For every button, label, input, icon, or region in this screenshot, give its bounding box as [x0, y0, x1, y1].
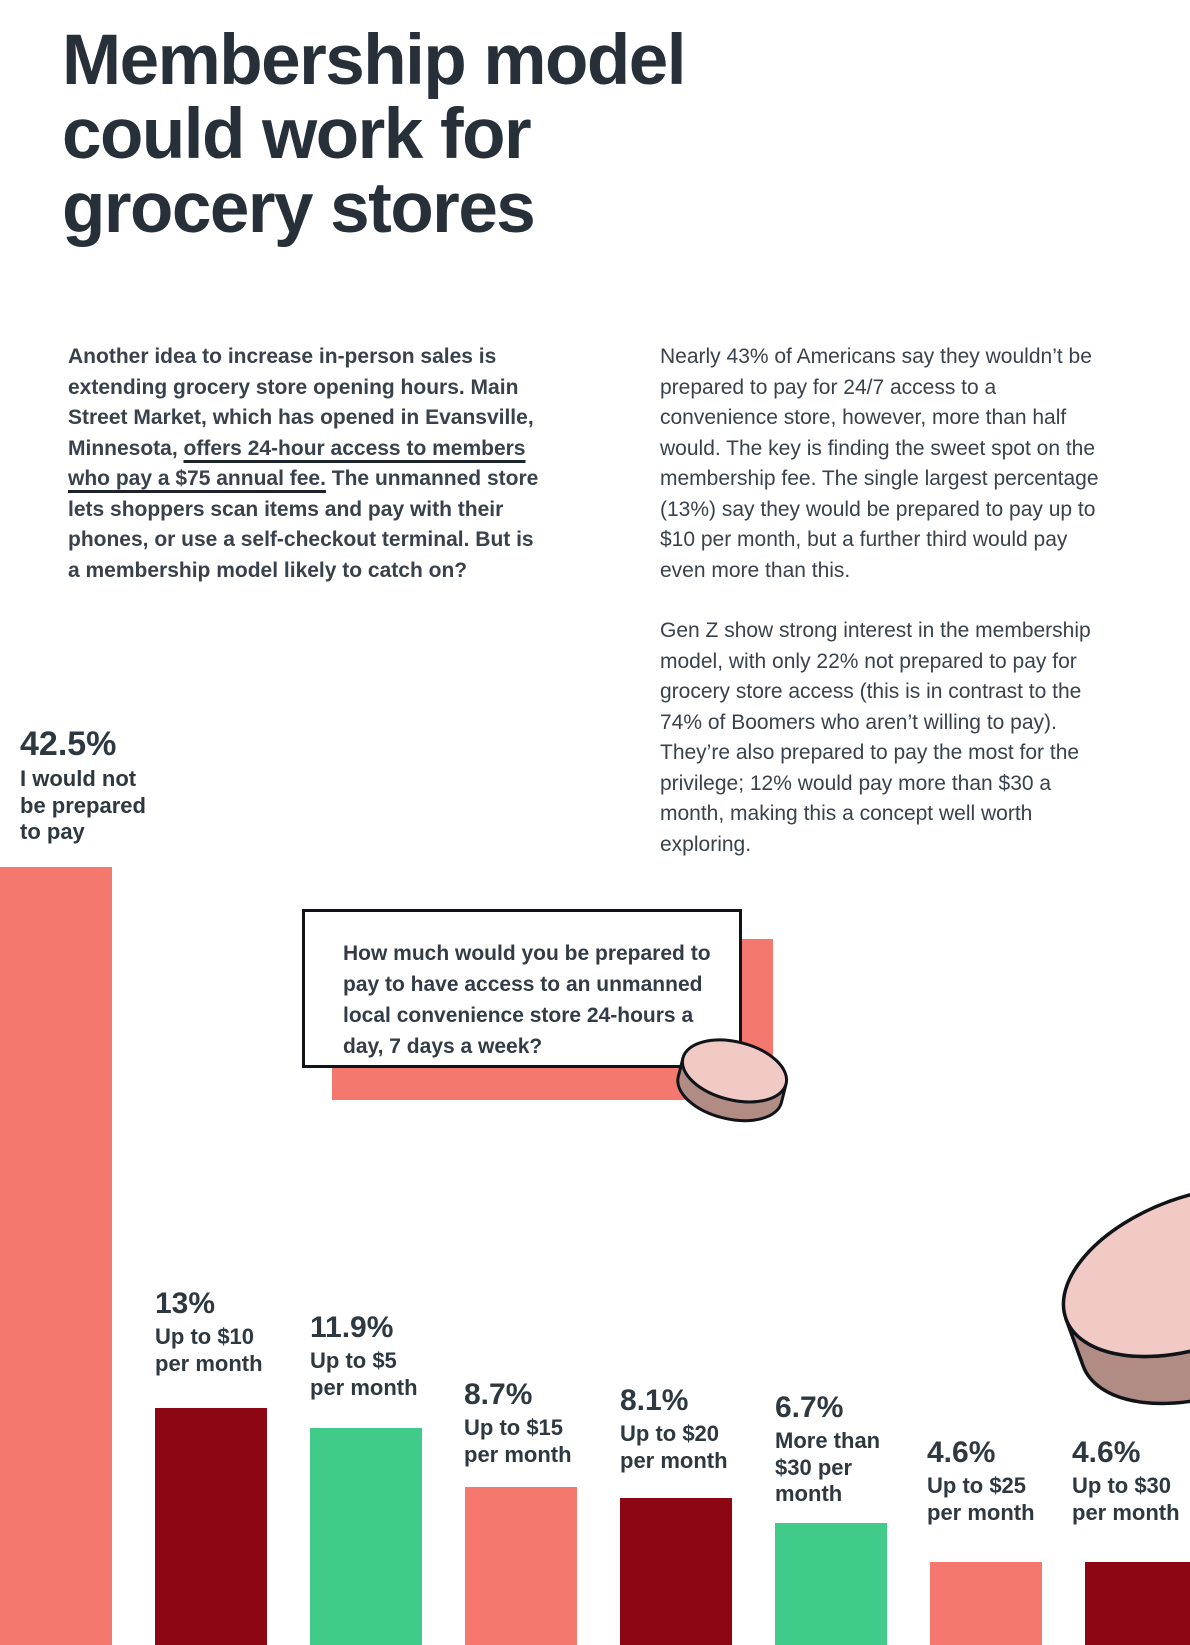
bar-category-line: $30 per [775, 1454, 853, 1480]
bar-label-2: 11.9% Up to $5 per month [310, 1311, 418, 1401]
coin-icon [1024, 1138, 1190, 1476]
bar-0 [0, 867, 112, 1645]
title-line-1: Membership model [62, 21, 687, 100]
survey-question-box: How much would you be prepared to pay to… [302, 909, 742, 1068]
bar-value-label: 8.7% [464, 1378, 533, 1411]
membership-fee-link[interactable]: offers 24-hour access to members who pay… [68, 436, 526, 491]
bar-category-line: month [775, 1481, 843, 1506]
title-line-2: could work for [62, 95, 532, 174]
coin-icon [663, 1022, 800, 1147]
intro-text-pre: Another idea to increase in-person sales… [68, 345, 534, 460]
bar-value-label: 13% [155, 1287, 216, 1320]
bar-category-line: Up to $25 [927, 1473, 1027, 1498]
intro-text-post: The unmanned store lets shoppers scan it… [68, 467, 539, 582]
survey-question-text: How much would you be prepared to pay to… [343, 942, 711, 1058]
analysis-column: Nearly 43% of Americans say they wouldn’… [660, 342, 1108, 890]
bar-category-line: to pay [20, 819, 85, 844]
analysis-paragraph-1: Nearly 43% of Americans say they wouldn’… [660, 345, 1099, 582]
bar-category-line: I would not [20, 766, 137, 791]
bar-value-label: 11.9% [310, 1311, 394, 1344]
bar-1 [155, 1408, 267, 1645]
bar-category-line: Up to $10 [155, 1324, 255, 1349]
bar-category-line: be prepared [20, 792, 146, 818]
bar-category-line: per month [464, 1441, 572, 1467]
bar-label-4: 8.1% Up to $20 per month [620, 1384, 728, 1474]
bar-value-label: 42.5% [20, 725, 117, 763]
bar-3 [465, 1487, 577, 1645]
bar-category-line: per month [1072, 1499, 1180, 1525]
intro-paragraph: Another idea to increase in-person sales… [68, 342, 548, 586]
bar-label-1: 13% Up to $10 per month [155, 1287, 263, 1377]
bar-category-line: per month [155, 1350, 263, 1376]
bar-value-label: 6.7% [775, 1391, 844, 1424]
page-title: Membership model could work for grocery … [62, 21, 687, 248]
bar-category-line: per month [927, 1499, 1035, 1525]
bar-category-line: More than [775, 1428, 881, 1453]
bar-label-5: 6.7% More than $30 per month [775, 1391, 880, 1508]
bar-label-0: 42.5% I would not be prepared to pay [20, 726, 146, 846]
bar-label-7: 4.6% Up to $30 per month [1072, 1436, 1180, 1526]
bar-category-line: Up to $20 [620, 1421, 720, 1446]
analysis-paragraph-2: Gen Z show strong interest in the member… [660, 619, 1091, 856]
title-line-3: grocery stores [62, 169, 536, 248]
bar-value-label: 4.6% [1072, 1436, 1141, 1469]
bar-label-3: 8.7% Up to $15 per month [464, 1378, 572, 1468]
bar-value-label: 8.1% [620, 1384, 689, 1417]
bar-category-line: Up to $15 [464, 1415, 564, 1440]
bar-7 [1085, 1562, 1190, 1645]
bar-category-line: Up to $30 [1072, 1473, 1172, 1498]
bar-category-line: per month [310, 1374, 418, 1400]
bar-2 [310, 1428, 422, 1645]
bar-4 [620, 1498, 732, 1645]
bar-5 [775, 1523, 887, 1645]
bar-category-line: per month [620, 1447, 728, 1473]
bar-6 [930, 1562, 1042, 1645]
bar-label-6: 4.6% Up to $25 per month [927, 1436, 1035, 1526]
bar-value-label: 4.6% [927, 1436, 996, 1469]
bar-category-line: Up to $5 [310, 1348, 397, 1373]
